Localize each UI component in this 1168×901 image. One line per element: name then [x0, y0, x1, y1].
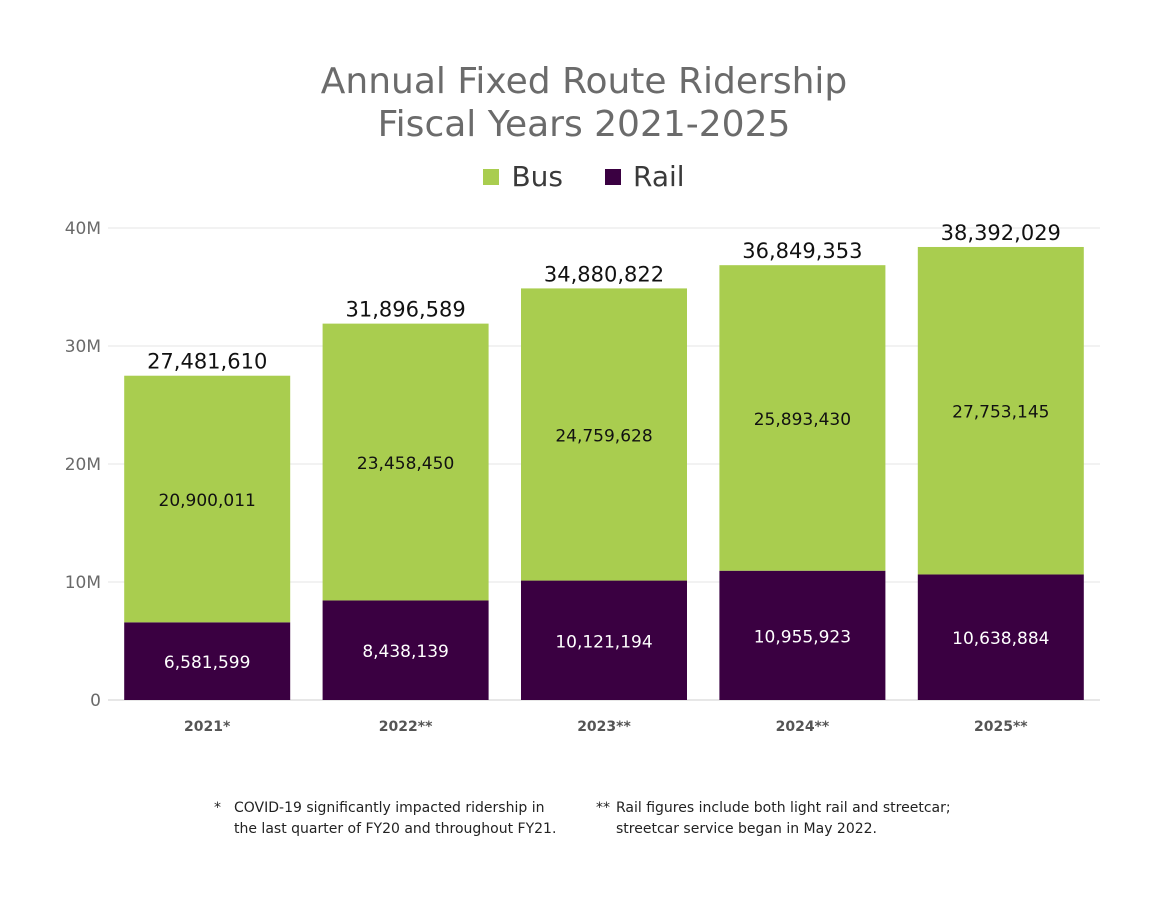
data-label-rail: 6,581,599: [164, 653, 251, 673]
chart-title: Annual Fixed Route Ridership Fiscal Year…: [0, 60, 1168, 146]
bar-rail: [719, 570, 886, 700]
stacked-bar-chart: 0 10M 20M 30M 40M 6,581,599 20,900,011 27,481,6…: [65, 219, 1100, 735]
bar-bus: [917, 246, 1084, 575]
legend-label-rail: Rail: [632, 160, 685, 193]
x-tick-label: 2023**: [577, 719, 631, 735]
total-label: 31,896,589: [345, 298, 465, 322]
y-tick-label: 10M: [65, 573, 101, 593]
bar-bus: [719, 265, 886, 571]
legend-item-rail: Rail: [604, 160, 685, 193]
legend-swatch-bus: [483, 168, 500, 185]
footnote-covid-mark: *: [214, 800, 221, 816]
data-label-rail: 10,121,194: [555, 632, 652, 652]
footnote-rail-text: Rail figures include both light rail and…: [616, 800, 951, 837]
data-label-bus: 25,893,430: [754, 410, 851, 430]
y-tick-label: 0: [90, 691, 101, 711]
data-label-bus: 23,458,450: [357, 454, 454, 474]
bar-bus: [124, 375, 291, 623]
bar-rail: [917, 574, 1084, 700]
x-tick-label: 2024**: [776, 719, 830, 735]
data-label-rail: 10,955,923: [754, 627, 851, 647]
bar-bus: [521, 288, 687, 581]
bar-rail: [322, 600, 489, 700]
total-label: 36,849,353: [742, 239, 862, 263]
y-tick-label: 30M: [65, 337, 101, 357]
data-label-bus: 24,759,628: [555, 426, 652, 446]
data-label-rail: 10,638,884: [952, 629, 1049, 649]
data-label-bus: 20,900,011: [159, 491, 256, 511]
chart-title-line1: Annual Fixed Route Ridership: [320, 61, 848, 102]
total-label: 34,880,822: [544, 262, 664, 286]
bar-rail: [124, 622, 291, 700]
footnote-rail-mark: **: [596, 800, 610, 816]
data-label-bus: 27,753,145: [952, 403, 1049, 423]
footnote-covid-text: COVID-19 significantly impacted ridershi…: [234, 800, 557, 837]
footnote-rail: ** Rail figures include both light rail …: [596, 798, 976, 840]
y-tick-label: 20M: [65, 455, 101, 475]
bar-rail: [521, 580, 687, 700]
legend-item-bus: Bus: [483, 160, 563, 193]
data-label-rail: 8,438,139: [362, 642, 449, 662]
total-label: 38,392,029: [941, 221, 1061, 245]
legend-swatch-rail: [604, 168, 621, 185]
x-tick-label: 2022**: [379, 719, 433, 735]
chart-title-line2: Fiscal Years 2021-2025: [377, 104, 791, 145]
chart-legend: Bus Rail: [0, 160, 1168, 193]
x-tick-label: 2021*: [184, 719, 231, 735]
y-tick-label: 40M: [65, 219, 101, 239]
total-label: 27,481,610: [147, 350, 267, 374]
bar-bus: [322, 323, 489, 601]
x-tick-label: 2025**: [974, 719, 1028, 735]
legend-label-bus: Bus: [511, 160, 563, 193]
footnote-covid: * COVID-19 significantly impacted riders…: [214, 798, 574, 840]
